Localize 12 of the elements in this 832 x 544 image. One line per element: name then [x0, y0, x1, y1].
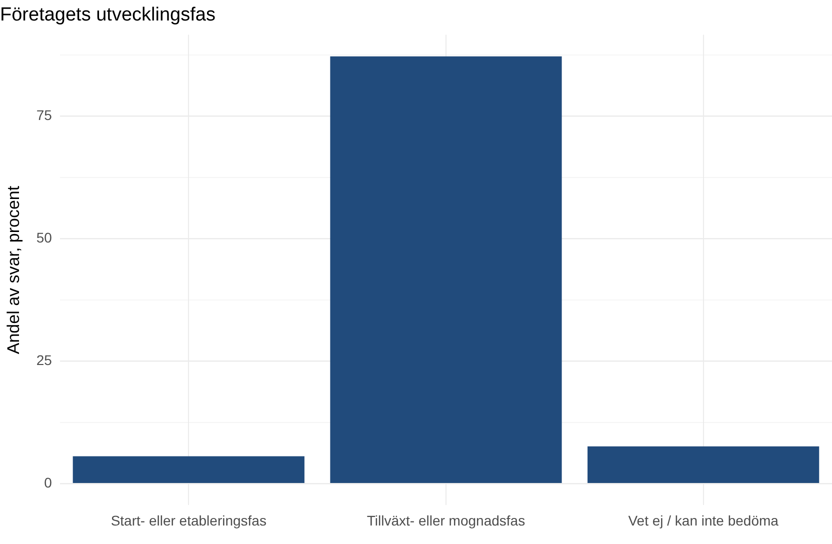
y-tick-label: 25	[36, 352, 52, 368]
y-tick-label: 50	[36, 230, 52, 246]
chart-title: Företagets utvecklingsfas	[0, 4, 216, 26]
bar	[72, 456, 304, 484]
bar	[588, 446, 820, 484]
bar	[330, 56, 562, 484]
x-tick-label: Vet ej / kan inte bedöma	[628, 512, 779, 528]
y-tick-label: 0	[44, 474, 52, 490]
y-axis-title: Andel av svar, procent	[4, 186, 23, 354]
y-tick-label: 75	[36, 107, 52, 123]
x-tick-label: Tillväxt- eller mognadsfas	[366, 512, 526, 528]
x-tick-label: Start- eller etableringsfas	[110, 512, 266, 528]
